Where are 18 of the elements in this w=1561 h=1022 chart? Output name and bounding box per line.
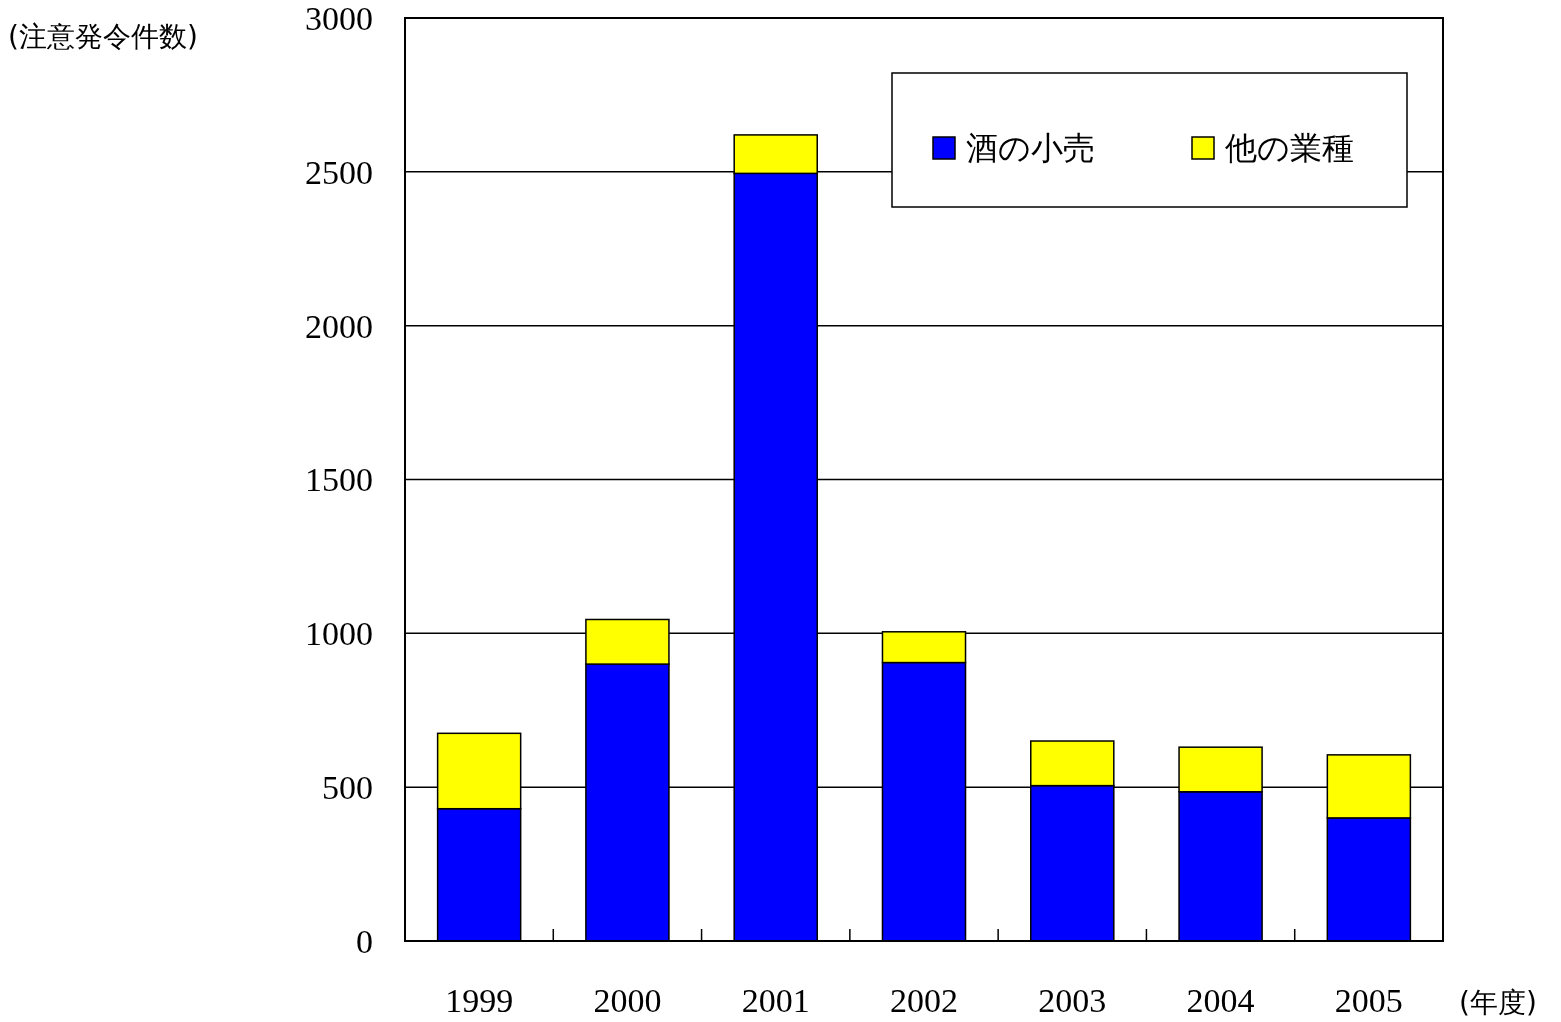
- x-tick-label: 2003: [1038, 982, 1107, 1019]
- legend-label: 酒の小売: [966, 130, 1095, 166]
- legend-label: 他の業種: [1225, 130, 1354, 166]
- y-tick-label: 2500: [305, 153, 373, 191]
- x-tick-label: 1999: [445, 982, 514, 1019]
- y-tick-label: 500: [322, 769, 373, 807]
- x-tick-label: 2001: [741, 982, 810, 1019]
- x-tick-label: 2005: [1334, 982, 1403, 1019]
- y-tick-label: 1000: [305, 615, 373, 653]
- y-tick-label: 2000: [305, 307, 373, 345]
- x-axis-title: (年度): [1459, 986, 1537, 1019]
- x-tick-label: 2000: [593, 982, 662, 1019]
- y-tick-label: 0: [356, 922, 373, 960]
- x-tick-label: 2002: [890, 982, 958, 1019]
- x-tick-label: 2004: [1186, 982, 1255, 1019]
- y-tick-label: 3000: [305, 0, 373, 37]
- y-axis-title: (注意発令件数): [8, 20, 198, 53]
- y-tick-label: 1500: [305, 461, 373, 499]
